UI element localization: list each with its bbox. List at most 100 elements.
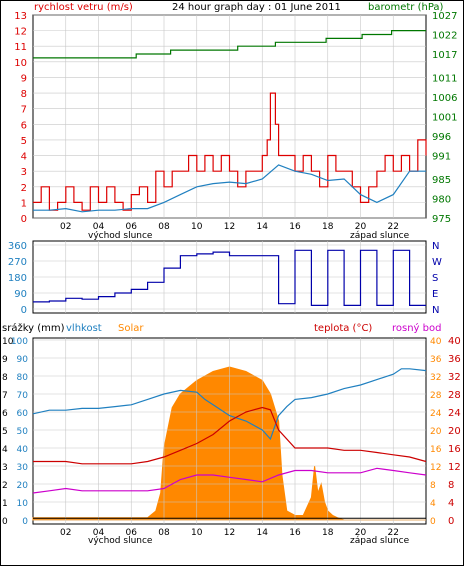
rain-tick-label: 10: [2, 337, 14, 347]
x-tick-label: 04: [93, 528, 105, 538]
x-tick-label: 20: [355, 528, 367, 538]
wind-direction-line: [33, 249, 426, 306]
pressure-tick-label: 975: [432, 214, 451, 225]
pressure-tick-label: 1001: [432, 113, 457, 124]
solar-tick-label: 40: [430, 337, 442, 347]
x-tick-label: 16: [289, 528, 301, 538]
wind-tick-label: 5: [21, 136, 27, 147]
panel-3-axes: 0 0 0 0 1 10 4 4 2 20 8 8 3 30 12 12 4 40 16 16 5 50 20 20 6 60 24…: [2, 336, 461, 527]
temperature-tick-label: 16: [448, 444, 461, 455]
rain-tick-label: 6: [2, 409, 8, 419]
x-tick-label: 02: [60, 528, 71, 538]
x-tick-label: 06: [126, 528, 138, 538]
humidity-tick-label: 0: [22, 517, 28, 527]
solar-tick-label: 36: [430, 355, 442, 365]
humidity-tick-label: 10: [17, 499, 29, 509]
temperature-line: [33, 406, 427, 465]
rain-tick-label: 2: [2, 481, 8, 491]
rain-tick-label: 7: [2, 391, 8, 401]
solar-tick-label: 28: [430, 391, 442, 401]
panel-3-grid: [33, 338, 426, 524]
direction-tick-label: 0: [21, 305, 27, 316]
wind-tick-label: 7: [21, 105, 27, 116]
humidity-tick-label: 20: [17, 481, 29, 491]
rain-tick-label: 1: [2, 499, 8, 509]
x-tick-label: 10: [191, 222, 203, 232]
dewpoint-label: rosný bod: [392, 322, 441, 334]
x-tick-label: 22: [388, 222, 399, 232]
humidity-tick-label: 60: [17, 409, 29, 419]
pressure-tick-label: 980: [432, 194, 451, 205]
barometer-label: barometr (hPa): [368, 2, 444, 13]
pressure-tick-label: 991: [432, 152, 451, 163]
rain-tick-label: 3: [2, 463, 8, 473]
humidity-tick-label: 90: [17, 355, 29, 365]
compass-tick-label: N: [432, 305, 439, 316]
chart-title: 24 hour graph day : 01 June 2011: [172, 2, 341, 13]
compass-tick-label: S: [432, 273, 438, 284]
humidity-line: [32, 368, 427, 441]
x-tick-label: 14: [257, 528, 269, 538]
solar-tick-label: 8: [430, 481, 436, 491]
sunrise-label-3: východ slunce: [88, 536, 153, 546]
pressure-tick-label: 1022: [432, 31, 457, 42]
x-tick-label: 22: [388, 528, 399, 538]
pressure-tick-label: 985: [432, 175, 451, 186]
rain-tick-label: 9: [2, 355, 8, 365]
pressure-tick-label: 1011: [432, 73, 457, 84]
panel-3-series: [32, 368, 427, 519]
wind-average-line: [33, 164, 426, 213]
wind-tick-label: 8: [21, 89, 27, 100]
solar-tick-label: 0: [430, 517, 436, 527]
solar-tick-label: 12: [430, 463, 441, 473]
pressure-tick-label: 996: [432, 132, 451, 143]
x-tick-label: 12: [224, 222, 235, 232]
compass-tick-label: N: [432, 241, 439, 252]
wind-tick-label: 2: [21, 183, 27, 194]
temperature-tick-label: 28: [448, 390, 461, 401]
compass-tick-label: W: [432, 257, 442, 268]
x-tick-label: 02: [60, 222, 71, 232]
wind-speed-label: rychlost vetru (m/s): [34, 2, 133, 13]
compass-tick-label: E: [432, 289, 438, 300]
x-tick-label: 12: [224, 528, 235, 538]
pressure-axis: 975 980 985 991 996 1001 1006 1011 1017 1022 1027: [432, 11, 457, 225]
solar-tick-label: 4: [430, 499, 436, 509]
temperature-label: teplota (°C): [314, 323, 372, 334]
wind-tick-label: 11: [14, 42, 27, 53]
pressure-tick-label: 1017: [432, 50, 457, 61]
humidity-label: vlhkost: [66, 323, 102, 334]
direction-degrees-axis: 0 90 180 270 360: [8, 241, 27, 316]
x-tick-label: 04: [93, 222, 105, 232]
humidity-tick-label: 100: [11, 337, 28, 347]
x-tick-label: 16: [289, 222, 301, 232]
temperature-tick-label: 32: [448, 372, 461, 383]
humidity-tick-label: 40: [17, 445, 29, 455]
wind-tick-label: 9: [21, 73, 27, 84]
temperature-tick-label: 0: [448, 516, 454, 527]
rain-tick-label: 4: [2, 445, 8, 455]
x-tick-label: 08: [158, 222, 170, 232]
humidity-tick-label: 80: [17, 373, 29, 383]
solar-label: Solar: [118, 323, 144, 334]
wind-speed-line: [33, 92, 427, 211]
wind-tick-label: 12: [14, 27, 27, 38]
x-tick-label: 06: [126, 222, 138, 232]
rain-tick-label: 8: [2, 373, 8, 383]
temperature-tick-label: 8: [448, 480, 454, 491]
temperature-tick-label: 20: [448, 426, 461, 437]
direction-tick-label: 360: [8, 241, 27, 252]
panel-3-x-axis: 02 04 06 08 10 12 14 16 18 20 22: [60, 528, 399, 538]
panel-1-x-axis: 02 04 06 08 10 12 14 16 18 20 22: [60, 222, 399, 232]
panel-1-series: [33, 30, 427, 213]
pressure-tick-label: 1027: [432, 11, 457, 22]
wind-tick-label: 13: [14, 11, 27, 22]
solar-tick-label: 24: [430, 409, 442, 419]
direction-tick-label: 90: [14, 289, 27, 300]
rain-tick-label: 0: [2, 517, 8, 527]
humidity-tick-label: 50: [17, 427, 29, 437]
wind-tick-label: 0: [21, 214, 27, 225]
